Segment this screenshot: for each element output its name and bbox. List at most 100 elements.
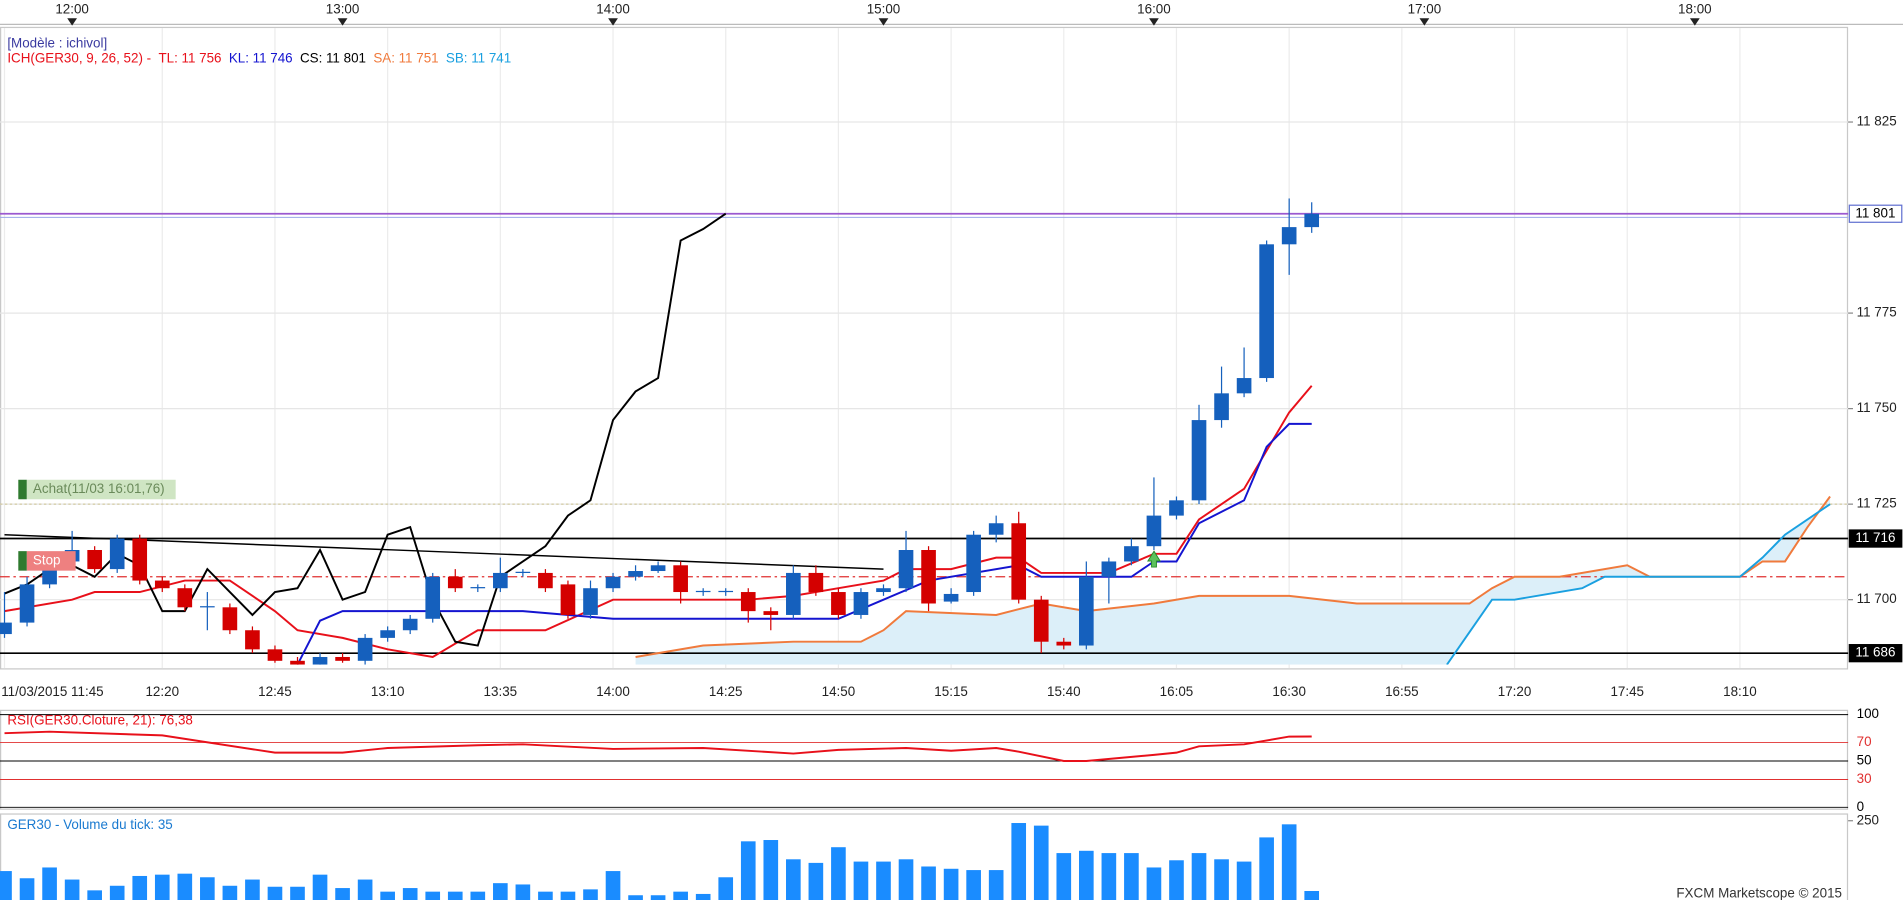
- ichimoku-line: [296, 422, 1312, 665]
- volume-bar: [1259, 837, 1274, 900]
- top-tick-marker: [1689, 18, 1700, 26]
- legend-item: CS:: [300, 50, 322, 65]
- candle-body: [245, 630, 260, 650]
- volume-bar: [876, 861, 891, 900]
- x-tick-label: 11/03/2015 11:45: [1, 684, 103, 699]
- volume-bar: [222, 885, 238, 900]
- volume-bar: [0, 871, 12, 900]
- candle-body: [312, 656, 328, 665]
- top-tick-label: 14:00: [596, 1, 630, 16]
- volume-title: GER30 - Volume du tick: 35: [7, 817, 172, 832]
- rsi-tick-label: 30: [1857, 771, 1872, 786]
- volume-bar: [673, 891, 688, 900]
- volume-bar: [1124, 853, 1139, 900]
- volume-bar: [335, 888, 350, 900]
- candle-body: [1259, 244, 1274, 379]
- x-tick-label: 18:10: [1723, 684, 1757, 699]
- candle-body: [560, 584, 576, 615]
- volume-bar: [177, 873, 193, 900]
- candle-body: [988, 523, 1004, 535]
- candle-body: [1214, 393, 1229, 421]
- volume-bar: [267, 886, 283, 900]
- volume-bar: [808, 862, 824, 900]
- candle-body: [470, 587, 486, 589]
- volume-bar: [1191, 853, 1207, 900]
- volume-bar: [1304, 891, 1320, 900]
- volume-bar: [425, 891, 441, 900]
- volume-bar: [988, 870, 1004, 900]
- volume-bar: [583, 889, 598, 900]
- volume-bar: [1033, 825, 1049, 900]
- volume-bar: [87, 890, 102, 900]
- candle-body: [200, 606, 215, 608]
- candle-body: [335, 656, 350, 661]
- volume-bar: [154, 874, 170, 900]
- volume-tick-label: 250: [1857, 812, 1879, 827]
- x-tick-label: 16:05: [1160, 684, 1194, 699]
- ichimoku-cloud: [635, 496, 1831, 665]
- candle-body: [109, 538, 125, 570]
- legend: ICH(GER30, 9, 26, 52) - TL: 11 756 KL: 11 74…: [7, 50, 511, 65]
- candle-body: [1281, 227, 1297, 245]
- candle-body: [447, 576, 463, 589]
- x-tick-label: 17:20: [1498, 684, 1532, 699]
- top-tick-marker: [1419, 18, 1430, 26]
- candle-body: [1033, 599, 1049, 642]
- volume-bar: [402, 888, 418, 900]
- candle-body: [1056, 641, 1072, 646]
- candle-body: [650, 565, 666, 572]
- candle-body: [943, 593, 959, 602]
- candle-body: [740, 592, 756, 612]
- rsi-tick-label: 0: [1857, 799, 1864, 814]
- buy-arrow: [1147, 550, 1161, 568]
- candle-body: [853, 592, 869, 615]
- volume-bar: [695, 893, 711, 900]
- top-tick-label: 16:00: [1137, 1, 1171, 16]
- level-label: 11 686: [1855, 645, 1895, 660]
- rsi-tick-label: 50: [1857, 753, 1872, 768]
- candle-body: [673, 565, 688, 593]
- volume-bar: [1101, 853, 1117, 900]
- top-axis-band: [0, 0, 1849, 25]
- candle-body: [628, 571, 643, 577]
- x-tick-label: 13:10: [371, 684, 405, 699]
- volume-bar: [966, 870, 981, 900]
- volume-bar: [628, 895, 643, 900]
- candle-body: [695, 590, 711, 593]
- volume-bar: [1056, 853, 1072, 900]
- volume-bar: [1146, 867, 1162, 900]
- x-tick-label: 16:30: [1272, 684, 1306, 699]
- x-tick-label: 15:15: [934, 684, 968, 699]
- volume-bar: [538, 891, 553, 900]
- volume-bar: [1281, 824, 1297, 900]
- volume-bar: [290, 886, 305, 900]
- model-label: [Modèle : ichivol]: [7, 35, 107, 50]
- candle-body: [1079, 576, 1094, 646]
- candle-body: [357, 637, 373, 661]
- candle-body: [921, 550, 936, 604]
- volume-bar: [132, 875, 148, 900]
- volume-bar: [493, 883, 508, 900]
- volume-bar: [42, 867, 57, 900]
- x-tick-label: 14:00: [596, 684, 630, 699]
- candle-body: [763, 611, 779, 615]
- top-tick-label: 15:00: [867, 1, 901, 16]
- legend-item: 11 741: [471, 50, 511, 65]
- ichimoku-line: [1446, 503, 1831, 665]
- x-tick-label: 15:40: [1047, 684, 1081, 699]
- y-tick-label: 11 725: [1857, 496, 1897, 511]
- y-tick-label: 11 750: [1857, 400, 1897, 415]
- volume-bar: [921, 866, 936, 900]
- copyright: FXCM Marketscope © 2015: [1676, 885, 1842, 900]
- y-tick-label: 11 825: [1857, 114, 1897, 129]
- candle-body: [808, 572, 824, 593]
- candle-body: [87, 550, 102, 570]
- top-tick-marker: [608, 18, 618, 26]
- candle-body: [1169, 500, 1184, 516]
- legend-item: 11 746: [253, 50, 293, 65]
- x-tick-label: 14:25: [709, 684, 743, 699]
- level-label: 11 716: [1855, 530, 1895, 545]
- legend-item: 11 751: [399, 50, 439, 65]
- candle-body: [1124, 546, 1139, 562]
